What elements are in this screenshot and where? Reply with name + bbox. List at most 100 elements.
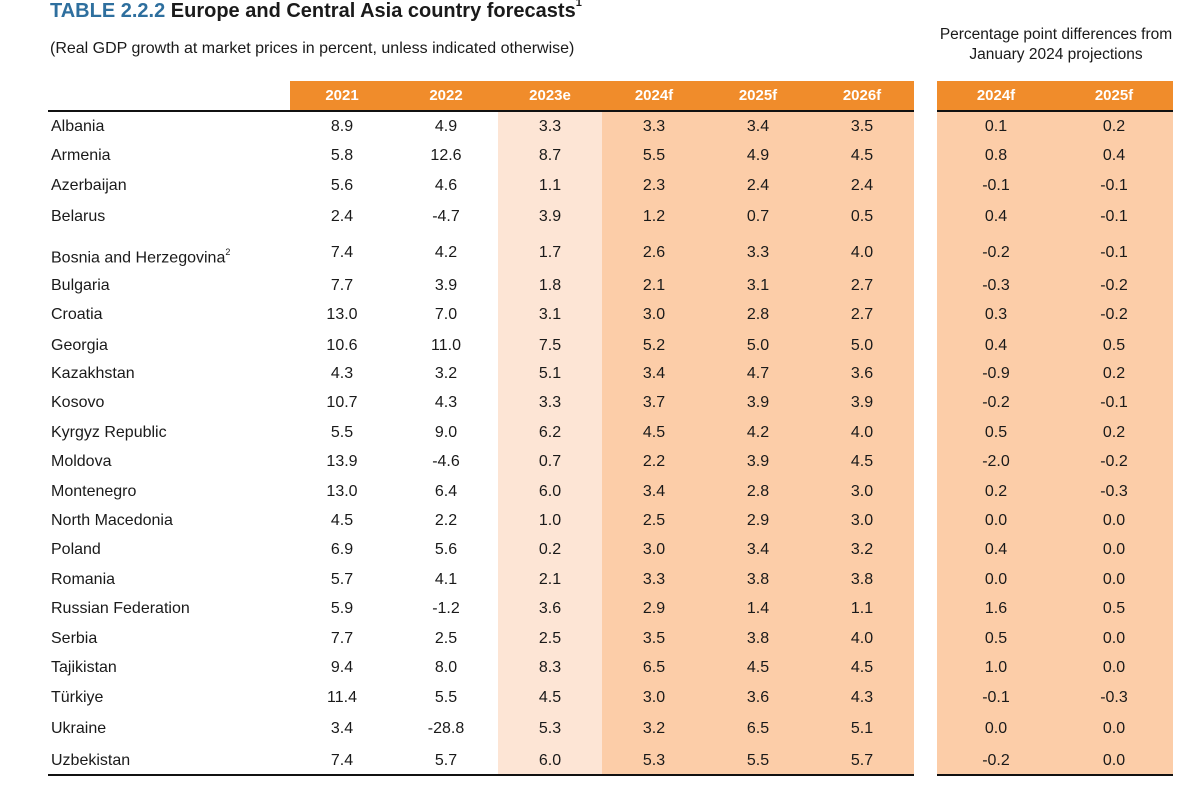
value-cell-2025f: 4.9 bbox=[746, 147, 770, 164]
table-row: Belarus 2.4 -4.7 3.9 1.2 0.7 0.5 0.4 -0.1 bbox=[0, 206, 1200, 228]
value-cell-2022: -4.6 bbox=[432, 453, 460, 470]
country-label: Bulgaria bbox=[51, 277, 110, 294]
country-label: Tajikistan bbox=[51, 659, 117, 676]
country-label: Türkiye bbox=[51, 689, 104, 706]
pp-cell-2024f: 0.4 bbox=[984, 541, 1008, 558]
table-row: Russian Federation 5.9 -1.2 3.6 2.9 1.4 1.1 1.6… bbox=[0, 598, 1200, 620]
table-row: Moldova 13.9 -4.6 0.7 2.2 3.9 4.5 -2.0 -0.2 bbox=[0, 451, 1200, 473]
country-name: Romania bbox=[51, 569, 115, 591]
value-cell-2023e: 8.3 bbox=[538, 659, 562, 676]
pp-cell-2025f: 0.0 bbox=[1102, 541, 1126, 558]
value-cell-2023e: 1.1 bbox=[538, 177, 562, 194]
value-cell-2021: 5.8 bbox=[330, 147, 354, 164]
pp-cell-2025f: 0.4 bbox=[1102, 147, 1126, 164]
country-name: Kyrgyz Republic bbox=[51, 422, 167, 444]
value-cell-2022: 8.0 bbox=[434, 659, 458, 676]
value-cell-2026f: 2.7 bbox=[850, 306, 874, 323]
country-label: Georgia bbox=[51, 337, 108, 354]
country-name: Armenia bbox=[51, 145, 111, 167]
table-row: Albania 8.9 4.9 3.3 3.3 3.4 3.5 0.1 0.2 bbox=[0, 116, 1200, 138]
estimate-column-shading bbox=[498, 81, 602, 775]
value-cell-2022: 2.2 bbox=[434, 512, 458, 529]
table-number: TABLE 2.2.2 bbox=[50, 0, 166, 22]
value-cell-2023e: 6.0 bbox=[538, 483, 562, 500]
country-label: Moldova bbox=[51, 453, 112, 470]
pp-cell-2025f: -0.1 bbox=[1100, 394, 1128, 411]
value-cell-2026f: 0.5 bbox=[850, 208, 874, 225]
pp-cell-2024f: 0.5 bbox=[984, 424, 1008, 441]
pp-differences-note: Percentage point differences from Januar… bbox=[939, 26, 1173, 63]
country-label: Azerbaijan bbox=[51, 177, 127, 194]
pp-cell-2025f: -0.3 bbox=[1100, 689, 1128, 706]
country-label: Ukraine bbox=[51, 720, 107, 737]
value-cell-2021: 7.7 bbox=[330, 277, 354, 294]
pp-column-header-2025f: 2025f bbox=[1094, 87, 1134, 104]
country-name: Azerbaijan bbox=[51, 175, 127, 197]
column-header-2025f: 2025f bbox=[738, 87, 778, 104]
country-label: Kosovo bbox=[51, 394, 105, 411]
value-cell-2022: 5.6 bbox=[434, 541, 458, 558]
value-cell-2021: 5.9 bbox=[330, 600, 354, 617]
value-cell-2024f: 6.5 bbox=[642, 659, 666, 676]
pp-cell-2024f: -0.1 bbox=[982, 177, 1010, 194]
value-cell-2025f: 5.0 bbox=[746, 337, 770, 354]
value-cell-2024f: 3.0 bbox=[642, 306, 666, 323]
value-cell-2025f: 6.5 bbox=[746, 720, 770, 737]
pp-cell-2025f: 0.2 bbox=[1102, 118, 1126, 135]
value-cell-2026f: 3.6 bbox=[850, 365, 874, 382]
value-cell-2021: 11.4 bbox=[327, 689, 357, 706]
value-cell-2023e: 0.7 bbox=[538, 453, 562, 470]
value-cell-2021: 7.4 bbox=[330, 752, 354, 769]
country-name: Serbia bbox=[51, 628, 97, 650]
country-label: Poland bbox=[51, 541, 101, 558]
value-cell-2023e: 3.3 bbox=[538, 394, 562, 411]
pp-cell-2024f: -0.2 bbox=[982, 752, 1010, 769]
value-cell-2025f: 2.8 bbox=[746, 306, 770, 323]
value-cell-2026f: 3.5 bbox=[850, 118, 874, 135]
table-row: Romania 5.7 4.1 2.1 3.3 3.8 3.8 0.0 0.0 bbox=[0, 569, 1200, 591]
value-cell-2024f: 2.9 bbox=[642, 600, 666, 617]
value-cell-2025f: 3.8 bbox=[746, 630, 770, 647]
column-header-2022: 2022 bbox=[429, 87, 463, 104]
value-cell-2025f: 2.9 bbox=[746, 512, 770, 529]
country-name: Kazakhstan bbox=[51, 363, 135, 385]
value-cell-2026f: 5.0 bbox=[850, 337, 874, 354]
value-cell-2024f: 5.2 bbox=[642, 337, 666, 354]
pp-cell-2024f: 1.0 bbox=[984, 659, 1008, 676]
pp-cell-2024f: -0.2 bbox=[982, 244, 1010, 261]
pp-cell-2025f: -0.1 bbox=[1100, 208, 1128, 225]
value-cell-2026f: 3.2 bbox=[850, 541, 874, 558]
table-title: TABLE 2.2.2 Europe and Central Asia coun… bbox=[50, 0, 582, 23]
pp-columns-shading bbox=[937, 81, 1173, 775]
pp-cell-2025f: -0.3 bbox=[1100, 483, 1128, 500]
column-header-2021: 2021 bbox=[325, 87, 359, 104]
country-name: North Macedonia bbox=[51, 510, 173, 532]
value-cell-2021: 13.9 bbox=[326, 453, 358, 470]
value-cell-2024f: 2.5 bbox=[642, 512, 666, 529]
value-cell-2023e: 0.2 bbox=[538, 541, 562, 558]
pp-cell-2024f: -0.2 bbox=[982, 394, 1010, 411]
value-cell-2026f: 2.7 bbox=[850, 277, 874, 294]
pp-cell-2024f: 0.2 bbox=[984, 483, 1008, 500]
value-cell-2023e: 1.8 bbox=[538, 277, 562, 294]
value-cell-2023e: 8.7 bbox=[538, 147, 562, 164]
value-cell-2022: 2.5 bbox=[434, 630, 458, 647]
table-row: Kosovo 10.7 4.3 3.3 3.7 3.9 3.9 -0.2 -0.1 bbox=[0, 392, 1200, 414]
header-rule bbox=[48, 110, 914, 112]
value-cell-2022: 12.6 bbox=[430, 147, 462, 164]
value-cell-2021: 5.5 bbox=[330, 424, 354, 441]
value-cell-2025f: 0.7 bbox=[746, 208, 770, 225]
title-footnote-marker: 1 bbox=[575, 0, 582, 10]
value-cell-2021: 4.3 bbox=[330, 365, 354, 382]
pp-cell-2025f: -0.2 bbox=[1100, 453, 1128, 470]
table-row: Kyrgyz Republic 5.5 9.0 6.2 4.5 4.2 4.0 0.5 0.2 bbox=[0, 422, 1200, 444]
value-cell-2024f: 3.2 bbox=[642, 720, 666, 737]
table-row: Bulgaria 7.7 3.9 1.8 2.1 3.1 2.7 -0.3 -0.2 bbox=[0, 275, 1200, 297]
value-cell-2022: 6.4 bbox=[434, 483, 458, 500]
value-cell-2026f: 4.0 bbox=[850, 630, 874, 647]
pp-cell-2024f: 0.4 bbox=[984, 208, 1008, 225]
pp-cell-2025f: -0.1 bbox=[1100, 244, 1128, 261]
value-cell-2022: 11.0 bbox=[431, 337, 461, 354]
country-name: Georgia bbox=[51, 335, 108, 357]
country-name: Kosovo bbox=[51, 392, 104, 414]
